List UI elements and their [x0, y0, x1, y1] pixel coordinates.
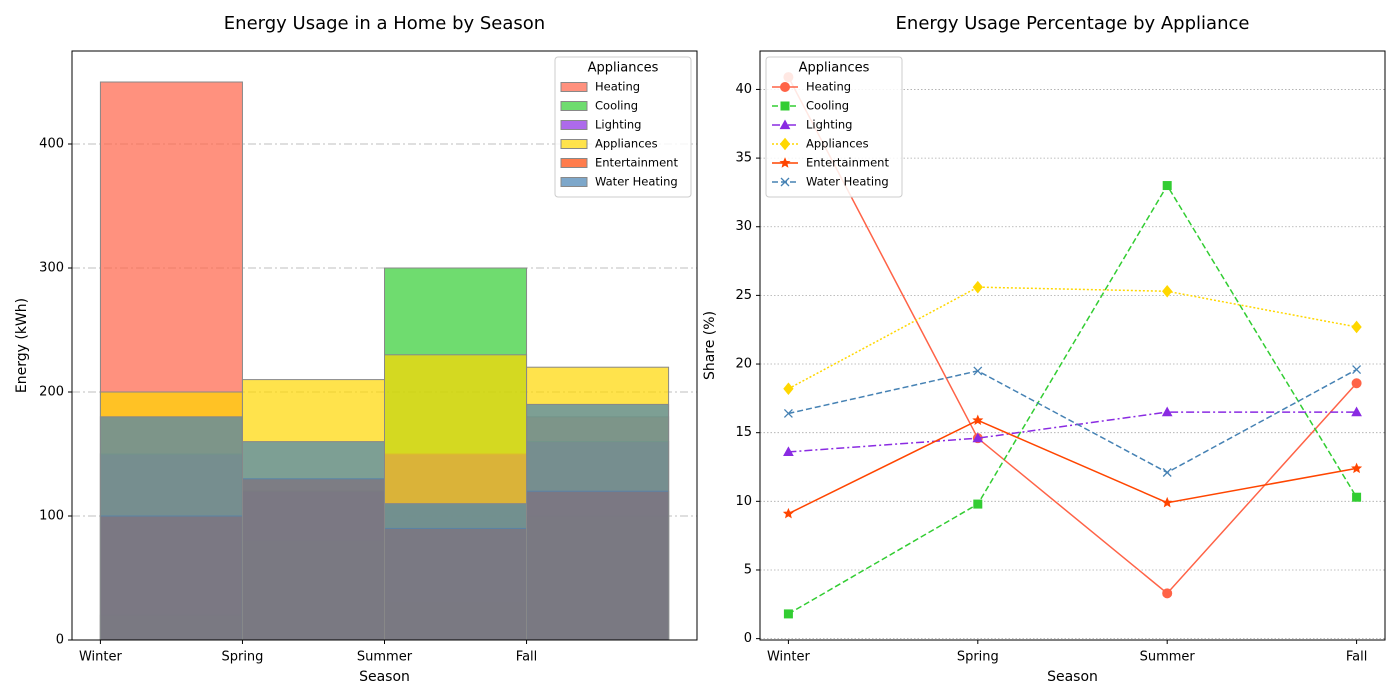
legend-label: Appliances [595, 137, 658, 151]
legend-label: Appliances [806, 137, 869, 151]
marker [973, 499, 983, 509]
marker [783, 446, 794, 457]
y-tick-label: 100 [39, 509, 64, 524]
marker [1162, 588, 1173, 599]
line [787, 76, 1358, 595]
legend-label: Lighting [806, 118, 852, 132]
x-tick-label: Summer [357, 650, 413, 665]
y-tick-label: 0 [56, 633, 64, 648]
line [788, 419, 1357, 515]
y-tick-label: 200 [39, 385, 64, 400]
marker [972, 432, 984, 443]
bar [99, 416, 243, 641]
marker [972, 280, 983, 294]
bar [241, 441, 385, 641]
legend-title: Appliances [799, 61, 870, 76]
y-tick-label: 25 [735, 288, 752, 303]
marker [1162, 468, 1172, 477]
y-tick-label: 40 [735, 82, 752, 97]
marker [972, 414, 984, 426]
marker [783, 409, 793, 418]
legend-swatch [560, 82, 588, 92]
legend-label: Water Heating [806, 175, 889, 189]
x-tick-label: Summer [1140, 650, 1196, 665]
marker [782, 507, 794, 519]
plot-frame [71, 50, 698, 641]
marker [780, 101, 790, 111]
marker [780, 82, 790, 92]
legend-box [554, 56, 692, 198]
marker [783, 609, 793, 619]
chart-title: Energy Usage in a Home by Season [224, 13, 545, 34]
y-tick-label: 30 [735, 219, 752, 234]
marker [1161, 496, 1173, 508]
x-tick-label: Spring [221, 650, 263, 665]
legend-swatch [560, 158, 588, 168]
legend-label: Entertainment [806, 156, 889, 170]
y-tick-label: 15 [735, 425, 752, 440]
marker [783, 382, 794, 396]
line [788, 368, 1357, 474]
marker [779, 157, 791, 168]
bar [526, 403, 670, 641]
marker [779, 137, 791, 151]
marker [1162, 284, 1173, 298]
x-tick-label: Winter [79, 650, 123, 665]
marker [1162, 181, 1172, 191]
x-axis-label: Season [359, 669, 410, 685]
marker [1352, 492, 1362, 502]
marker [1351, 320, 1362, 334]
x-axis-label: Season [1047, 669, 1098, 685]
marker [779, 119, 791, 130]
y-tick-label: 300 [39, 261, 64, 276]
legend-swatch [560, 120, 588, 130]
y-axis-label: Share (%) [702, 311, 718, 380]
line [788, 286, 1357, 390]
y-tick-label: 5 [744, 562, 752, 577]
y-axis-label: Energy (kWh) [14, 298, 30, 393]
legend-title: Appliances [588, 61, 659, 76]
legend-swatch [560, 139, 588, 149]
legend-label: Entertainment [595, 156, 678, 170]
y-tick-label: 35 [735, 151, 752, 166]
plot-frame [759, 50, 1386, 641]
legend-label: Cooling [806, 99, 849, 113]
marker [1161, 406, 1173, 417]
legend-box [765, 56, 903, 198]
x-tick-label: Fall [1346, 650, 1367, 665]
legend-label: Heating [595, 80, 640, 94]
marker [780, 177, 790, 187]
y-tick-label: 10 [735, 494, 752, 509]
legend-label: Cooling [595, 99, 638, 113]
legend-label: Heating [806, 80, 851, 94]
marker [1352, 365, 1362, 374]
legend-swatch [560, 177, 588, 187]
y-tick-label: 20 [735, 357, 752, 372]
marker [1351, 406, 1362, 417]
legend-label: Lighting [595, 118, 641, 132]
x-tick-label: Fall [516, 650, 537, 665]
y-tick-label: 0 [744, 631, 752, 646]
legend-swatch [560, 101, 588, 111]
chart-title: Energy Usage Percentage by Appliance [896, 13, 1250, 34]
legend-label: Water Heating [595, 175, 678, 189]
x-tick-label: Winter [767, 650, 811, 665]
line [788, 184, 1358, 615]
marker [973, 366, 983, 376]
x-tick-label: Spring [957, 650, 999, 665]
marker [1351, 462, 1363, 474]
bar [384, 503, 528, 641]
y-tick-label: 400 [39, 137, 64, 152]
marker [1351, 378, 1362, 389]
line [788, 411, 1357, 453]
